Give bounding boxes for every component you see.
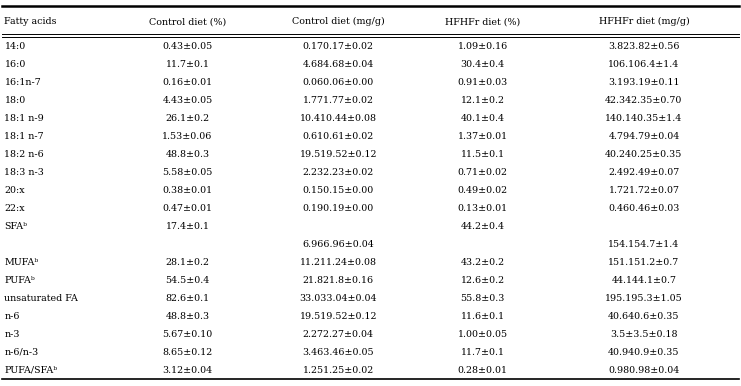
Text: 0.16±0.01: 0.16±0.01 xyxy=(162,78,213,87)
Text: 3.5±3.5±0.18: 3.5±3.5±0.18 xyxy=(610,330,678,339)
Text: 0.28±0.01: 0.28±0.01 xyxy=(458,366,508,374)
Text: 3.193.19±0.11: 3.193.19±0.11 xyxy=(608,78,679,87)
Text: 18:1 n-9: 18:1 n-9 xyxy=(4,114,44,123)
Text: 0.060.06±0.00: 0.060.06±0.00 xyxy=(302,78,374,87)
Text: 18:0: 18:0 xyxy=(4,96,26,105)
Text: 16:1n-7: 16:1n-7 xyxy=(4,78,41,87)
Text: 154.154.7±1.4: 154.154.7±1.4 xyxy=(608,240,679,249)
Text: 1.721.72±0.07: 1.721.72±0.07 xyxy=(608,186,679,195)
Text: 5.58±0.05: 5.58±0.05 xyxy=(162,168,213,177)
Text: HFHFr diet (%): HFHFr diet (%) xyxy=(445,17,520,26)
Text: 17.4±0.1: 17.4±0.1 xyxy=(165,222,210,231)
Text: 1.00±0.05: 1.00±0.05 xyxy=(458,330,508,339)
Text: 0.49±0.02: 0.49±0.02 xyxy=(458,186,508,195)
Text: SFAᵇ: SFAᵇ xyxy=(4,222,27,231)
Text: 40.1±0.4: 40.1±0.4 xyxy=(461,114,505,123)
Text: 0.150.15±0.00: 0.150.15±0.00 xyxy=(302,186,374,195)
Text: 3.12±0.04: 3.12±0.04 xyxy=(162,366,213,374)
Text: 3.463.46±0.05: 3.463.46±0.05 xyxy=(302,347,374,357)
Text: 0.610.61±0.02: 0.610.61±0.02 xyxy=(302,132,374,141)
Text: 1.53±0.06: 1.53±0.06 xyxy=(162,132,213,141)
Text: 4.684.68±0.04: 4.684.68±0.04 xyxy=(302,60,374,69)
Text: MUFAᵇ: MUFAᵇ xyxy=(4,258,39,267)
Text: 33.033.04±0.04: 33.033.04±0.04 xyxy=(299,294,377,303)
Text: 1.251.25±0.02: 1.251.25±0.02 xyxy=(302,366,374,374)
Text: 44.2±0.4: 44.2±0.4 xyxy=(461,222,505,231)
Text: 18:1 n-7: 18:1 n-7 xyxy=(4,132,44,141)
Text: 2.272.27±0.04: 2.272.27±0.04 xyxy=(303,330,373,339)
Text: n-6/n-3: n-6/n-3 xyxy=(4,347,39,357)
Text: 1.09±0.16: 1.09±0.16 xyxy=(458,42,508,51)
Text: 40.240.25±0.35: 40.240.25±0.35 xyxy=(605,150,682,159)
Text: 11.5±0.1: 11.5±0.1 xyxy=(461,150,505,159)
Text: 40.640.6±0.35: 40.640.6±0.35 xyxy=(608,312,679,321)
Text: PUFAᵇ: PUFAᵇ xyxy=(4,276,35,284)
Text: 11.6±0.1: 11.6±0.1 xyxy=(461,312,505,321)
Text: unsaturated FA: unsaturated FA xyxy=(4,294,79,303)
Text: HFHFr diet (mg/g): HFHFr diet (mg/g) xyxy=(599,17,689,26)
Text: 10.410.44±0.08: 10.410.44±0.08 xyxy=(300,114,376,123)
Text: 0.980.98±0.04: 0.980.98±0.04 xyxy=(608,366,679,374)
Text: 0.47±0.01: 0.47±0.01 xyxy=(162,204,213,213)
Text: 0.190.19±0.00: 0.190.19±0.00 xyxy=(302,204,374,213)
Text: 42.342.35±0.70: 42.342.35±0.70 xyxy=(605,96,682,105)
Text: n-3: n-3 xyxy=(4,330,20,339)
Text: 55.8±0.3: 55.8±0.3 xyxy=(461,294,505,303)
Text: 4.43±0.05: 4.43±0.05 xyxy=(162,96,213,105)
Text: 11.7±0.1: 11.7±0.1 xyxy=(165,60,210,69)
Text: 2.492.49±0.07: 2.492.49±0.07 xyxy=(608,168,679,177)
Text: 140.140.35±1.4: 140.140.35±1.4 xyxy=(605,114,682,123)
Text: 151.151.2±0.7: 151.151.2±0.7 xyxy=(608,258,679,267)
Text: 4.794.79±0.04: 4.794.79±0.04 xyxy=(608,132,679,141)
Text: 6.966.96±0.04: 6.966.96±0.04 xyxy=(302,240,374,249)
Text: 12.1±0.2: 12.1±0.2 xyxy=(461,96,505,105)
Text: 44.144.1±0.7: 44.144.1±0.7 xyxy=(611,276,677,284)
Text: 5.67±0.10: 5.67±0.10 xyxy=(162,330,213,339)
Text: Control diet (%): Control diet (%) xyxy=(149,17,226,26)
Text: 21.821.8±0.16: 21.821.8±0.16 xyxy=(303,276,373,284)
Text: 11.211.24±0.08: 11.211.24±0.08 xyxy=(300,258,376,267)
Text: 18:3 n-3: 18:3 n-3 xyxy=(4,168,44,177)
Text: 30.4±0.4: 30.4±0.4 xyxy=(461,60,505,69)
Text: n-6: n-6 xyxy=(4,312,20,321)
Text: Fatty acids: Fatty acids xyxy=(4,17,57,26)
Text: 20:x: 20:x xyxy=(4,186,25,195)
Text: PUFA/SFAᵇ: PUFA/SFAᵇ xyxy=(4,366,58,374)
Text: 19.519.52±0.12: 19.519.52±0.12 xyxy=(299,150,377,159)
Text: 1.37±0.01: 1.37±0.01 xyxy=(458,132,508,141)
Text: 48.8±0.3: 48.8±0.3 xyxy=(165,150,210,159)
Text: 1.771.77±0.02: 1.771.77±0.02 xyxy=(303,96,373,105)
Text: 54.5±0.4: 54.5±0.4 xyxy=(165,276,210,284)
Text: 0.71±0.02: 0.71±0.02 xyxy=(458,168,508,177)
Text: Control diet (mg/g): Control diet (mg/g) xyxy=(292,17,385,26)
Text: 11.7±0.1: 11.7±0.1 xyxy=(461,347,505,357)
Text: 8.65±0.12: 8.65±0.12 xyxy=(162,347,213,357)
Text: 19.519.52±0.12: 19.519.52±0.12 xyxy=(299,312,377,321)
Text: 0.38±0.01: 0.38±0.01 xyxy=(162,186,213,195)
Text: 0.91±0.03: 0.91±0.03 xyxy=(458,78,508,87)
Text: 16:0: 16:0 xyxy=(4,60,26,69)
Text: 40.940.9±0.35: 40.940.9±0.35 xyxy=(608,347,679,357)
Text: 28.1±0.2: 28.1±0.2 xyxy=(165,258,210,267)
Text: 22:x: 22:x xyxy=(4,204,25,213)
Text: 2.232.23±0.02: 2.232.23±0.02 xyxy=(302,168,374,177)
Text: 0.13±0.01: 0.13±0.01 xyxy=(458,204,508,213)
Text: 43.2±0.2: 43.2±0.2 xyxy=(461,258,505,267)
Text: 106.106.4±1.4: 106.106.4±1.4 xyxy=(608,60,679,69)
Text: 18:2 n-6: 18:2 n-6 xyxy=(4,150,44,159)
Text: 26.1±0.2: 26.1±0.2 xyxy=(165,114,210,123)
Text: 0.43±0.05: 0.43±0.05 xyxy=(162,42,213,51)
Text: 12.6±0.2: 12.6±0.2 xyxy=(461,276,505,284)
Text: 0.460.46±0.03: 0.460.46±0.03 xyxy=(608,204,679,213)
Text: 195.195.3±1.05: 195.195.3±1.05 xyxy=(605,294,682,303)
Text: 48.8±0.3: 48.8±0.3 xyxy=(165,312,210,321)
Text: 82.6±0.1: 82.6±0.1 xyxy=(165,294,210,303)
Text: 3.823.82±0.56: 3.823.82±0.56 xyxy=(608,42,679,51)
Text: 0.170.17±0.02: 0.170.17±0.02 xyxy=(303,42,373,51)
Text: 14:0: 14:0 xyxy=(4,42,26,51)
